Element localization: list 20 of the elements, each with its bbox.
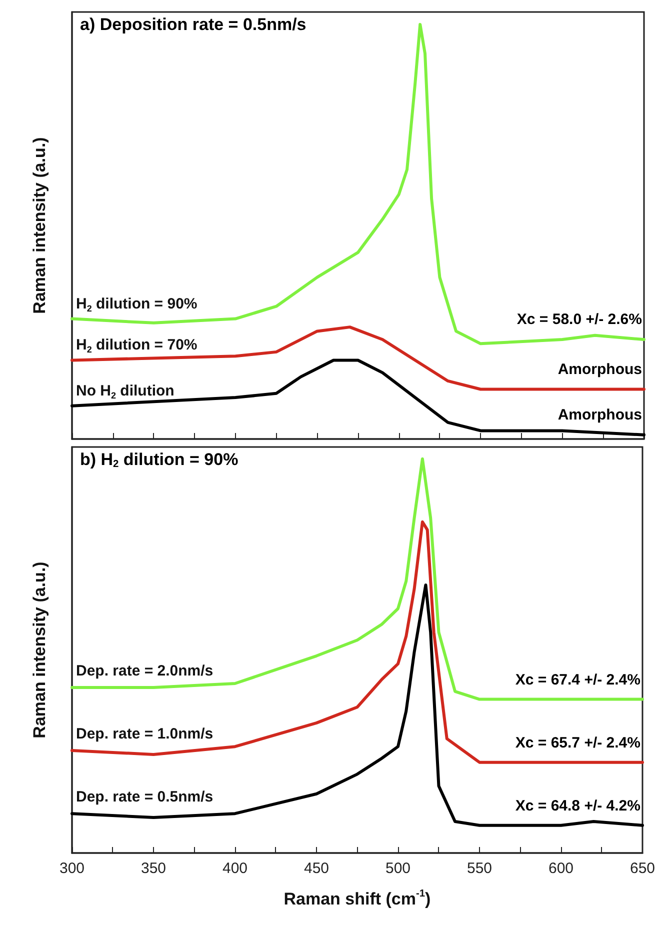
annotation: Xc = 64.8 +/- 4.2%	[515, 798, 640, 815]
x-tick-label: 600	[548, 860, 574, 877]
annotation: Xc = 65.7 +/- 2.4%	[515, 734, 640, 752]
x-tick-label: 650	[630, 860, 655, 877]
x-tick-label: 300	[59, 860, 85, 877]
series-label: Dep. rate = 2.0nm/s	[76, 662, 214, 680]
x-tick-label: 400	[222, 860, 248, 877]
series-label: Dep. rate = 1.0nm/s	[76, 726, 214, 743]
annotation: Xc = 58.0 +/- 2.6%	[516, 311, 642, 328]
series-label: Dep. rate = 0.5nm/s	[76, 788, 214, 806]
x-tick-label: 350	[140, 860, 166, 877]
x-tick-label: 450	[304, 860, 330, 877]
annotation: Xc = 67.4 +/- 2.4%	[515, 671, 640, 688]
y-axis-title: Raman intensity (a.u.)	[30, 562, 49, 738]
x-tick-label: 500	[385, 860, 411, 877]
chart-title: a) Deposition rate = 0.5nm/s	[80, 15, 306, 34]
x-tick-label: 550	[466, 860, 492, 877]
annotation: Amorphous	[558, 360, 642, 378]
y-axis-title: Raman intensity (a.u.)	[30, 137, 49, 314]
annotation: Amorphous	[558, 406, 642, 424]
